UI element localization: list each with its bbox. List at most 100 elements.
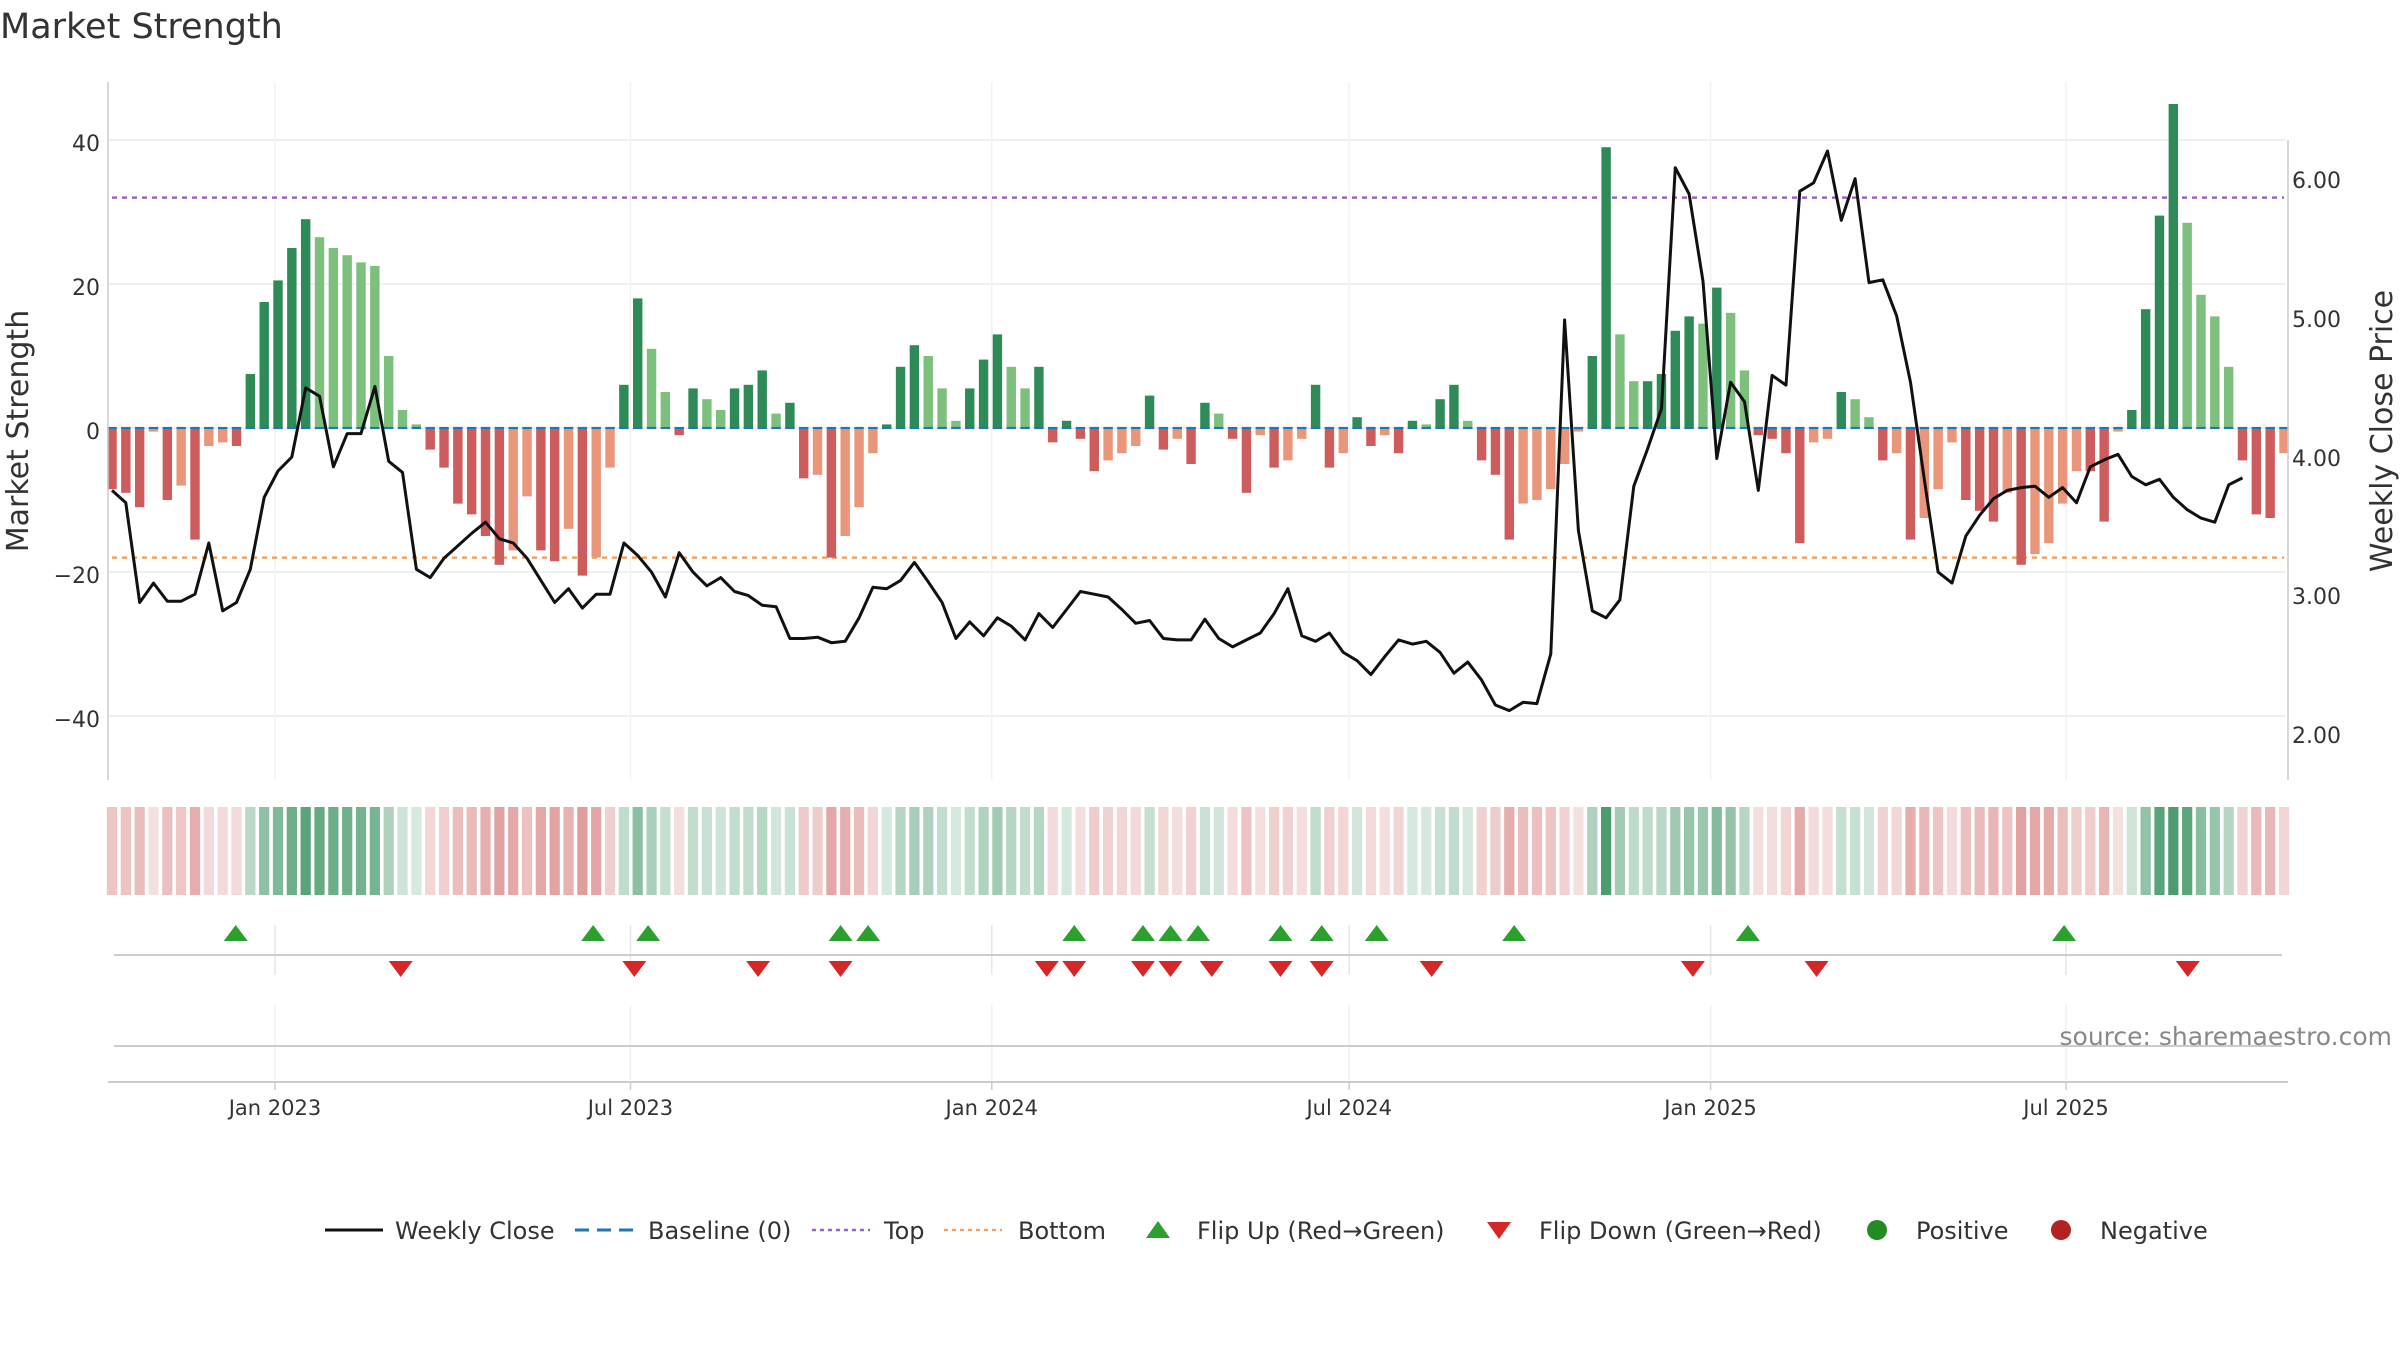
strip-cell <box>2251 807 2262 895</box>
strength-bar <box>1172 428 1182 439</box>
strip-cell <box>328 807 339 895</box>
y-axis-right-title: Weekly Close Price <box>2365 290 2400 572</box>
strength-bar <box>1725 312 1736 428</box>
legend-swatch-4 <box>1146 1221 1170 1238</box>
strip-cell <box>923 807 934 895</box>
strength-bar <box>605 428 615 468</box>
strength-bar <box>965 388 975 428</box>
strength-bar <box>1103 428 1113 461</box>
strength-bar <box>2016 428 2026 565</box>
strength-bar <box>1380 428 1390 436</box>
strip-cell <box>1047 807 1058 895</box>
strip-cell <box>1241 807 1252 895</box>
strip-cell <box>840 807 851 895</box>
strength-bar <box>591 428 601 558</box>
strength-bar <box>1144 395 1155 428</box>
strip-cell <box>1974 807 1985 895</box>
strength-bar <box>1297 428 1307 439</box>
y2-tick-label-3: 3.00 <box>2292 585 2341 610</box>
strength-bar <box>1490 428 1501 475</box>
strength-bar <box>1269 428 1279 468</box>
strength-bar <box>1808 428 1819 443</box>
strength-bar <box>2113 428 2123 432</box>
strip-cell <box>1338 807 1349 895</box>
y2-tick-label-6: 6.00 <box>2292 169 2341 194</box>
strip-cell <box>452 807 463 895</box>
strip-cell <box>646 807 657 895</box>
strength-bar <box>204 428 214 446</box>
strip-cell <box>1960 807 1971 895</box>
strip-cell <box>300 807 311 895</box>
flip-up-marker <box>1268 925 1293 941</box>
strength-bar <box>1684 316 1694 428</box>
strip-cell <box>272 807 284 895</box>
strip-cell <box>1711 807 1722 895</box>
strength-bar <box>882 424 892 428</box>
strength-bar <box>1310 384 1321 428</box>
strength-bar <box>743 384 754 428</box>
strength-bar <box>1905 428 1916 540</box>
strip-cell <box>2209 807 2220 895</box>
strip-cell <box>425 807 436 895</box>
strength-bar <box>411 424 422 428</box>
flip-down-marker <box>1268 961 1293 977</box>
strength-bar <box>328 248 339 428</box>
strip-cell <box>2043 807 2054 895</box>
strength-bar <box>895 366 906 428</box>
strength-bar <box>1559 428 1570 464</box>
strength-bar <box>1642 381 1653 428</box>
strength-bar <box>2044 428 2054 544</box>
strength-bar <box>826 428 837 558</box>
strength-bar <box>1753 428 1763 436</box>
strip-cell <box>148 807 159 895</box>
strip-cell <box>1905 807 1916 895</box>
strip-cell <box>2071 807 2082 895</box>
strip-cell <box>535 807 546 895</box>
strip-cell <box>1642 807 1653 895</box>
legend-swatch-7 <box>2051 1220 2071 1240</box>
chart-title: Market Strength <box>0 7 283 47</box>
strip-cell <box>466 807 477 895</box>
strip-cell <box>411 807 422 895</box>
flip-down-marker <box>1131 961 1156 977</box>
strip-cell <box>314 807 325 895</box>
strip-cell <box>1988 807 1999 895</box>
strength-bar <box>1352 417 1362 428</box>
strip-cell <box>2195 807 2207 895</box>
strength-bar <box>287 248 297 428</box>
strip-cell <box>1019 807 1031 895</box>
strip-cell <box>1919 807 1930 895</box>
strip-cell <box>729 807 740 895</box>
strip-cell <box>1393 807 1404 895</box>
strength-bar <box>1186 428 1196 464</box>
strength-bar <box>1712 287 1722 428</box>
strip-cell <box>1600 807 1612 895</box>
strip-cell <box>2085 807 2096 895</box>
strength-bar <box>909 345 920 428</box>
strength-bar <box>1200 402 1210 428</box>
strength-bar <box>951 420 961 428</box>
strip-cell <box>812 807 823 895</box>
strip-cell <box>1656 807 1667 895</box>
strength-bar <box>1698 323 1708 428</box>
strength-bar <box>1131 428 1141 446</box>
strength-bar <box>1006 366 1016 428</box>
strip-cell <box>217 807 228 895</box>
flip-up-marker <box>1158 925 1183 941</box>
strength-bar <box>1933 428 1943 490</box>
strip-cell <box>895 807 906 895</box>
strip-cell <box>189 807 201 895</box>
strip-cell <box>2002 807 2013 895</box>
flip-up-marker <box>636 925 661 941</box>
strip-cell <box>1850 807 1861 895</box>
price-line-layer <box>110 149 2244 713</box>
strip-cell <box>2154 807 2165 895</box>
strip-cell <box>1863 807 1875 895</box>
strip-cell <box>1891 807 1902 895</box>
legend-label-6: Positive <box>1916 1217 2009 1245</box>
strength-bar <box>245 374 256 428</box>
legend-label-5: Flip Down (Green→Red) <box>1539 1217 1822 1245</box>
strip-cell <box>1822 807 1833 895</box>
strip-cell <box>1407 807 1418 895</box>
legend: Weekly Close Baseline (0) Top Bottom Flip Up… <box>325 1217 2208 1245</box>
